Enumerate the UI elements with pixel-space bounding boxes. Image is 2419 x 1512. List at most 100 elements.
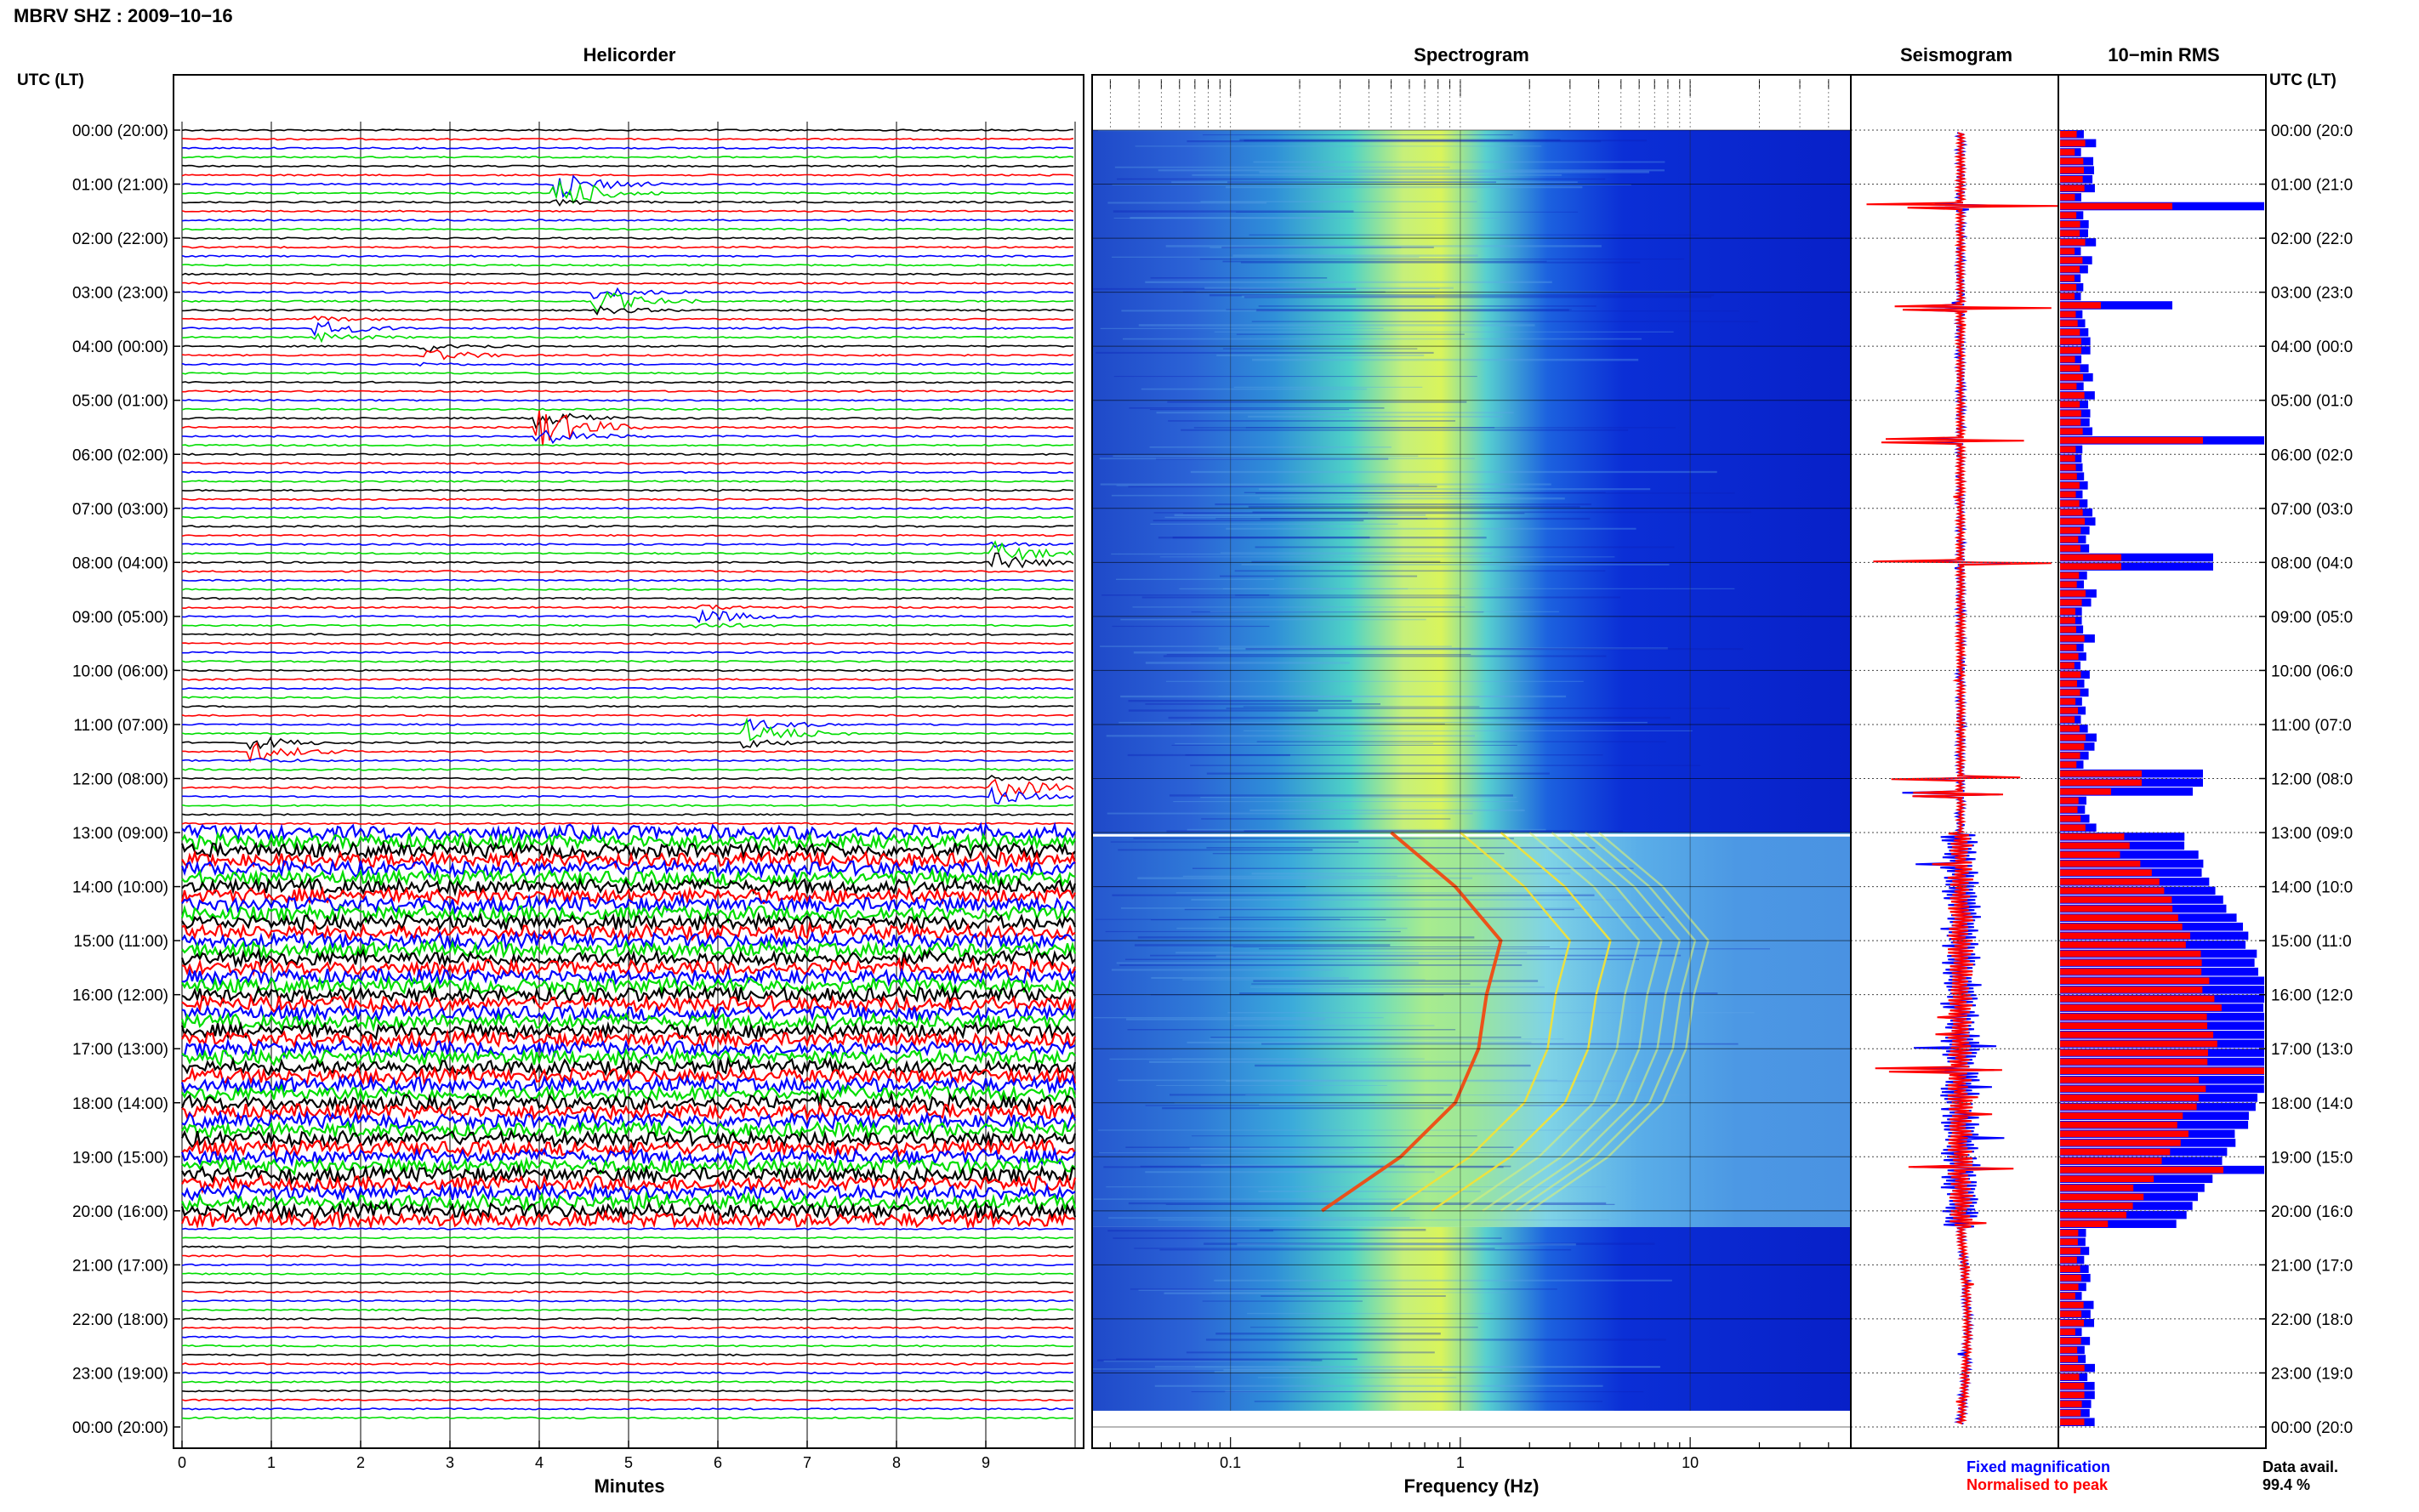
rms-normalised-bar <box>2060 157 2084 165</box>
helicorder-trace <box>181 893 1076 915</box>
helicorder-trace <box>181 552 1074 569</box>
helicorder-xlabel: Minutes <box>594 1475 664 1497</box>
rms-normalised-bar <box>2060 1112 2183 1119</box>
helicorder-trace <box>181 1037 1076 1060</box>
rms-normalised-bar <box>2060 265 2080 273</box>
helicorder-trace <box>181 1299 1074 1303</box>
helicorder-tick-label: 0 <box>178 1454 186 1471</box>
rms-normalised-bar <box>2060 1265 2080 1272</box>
helicorder-tick-label: 6 <box>714 1454 722 1471</box>
rms-title: 10−min RMS <box>2108 44 2219 65</box>
helicorder-trace <box>181 804 1074 807</box>
helicorder-trace <box>181 173 1074 177</box>
rms-normalised-bar <box>2060 806 2078 813</box>
helicorder-tick-label: 4 <box>535 1454 544 1471</box>
rms-normalised-bar <box>2060 689 2080 696</box>
helicorder-trace <box>181 930 1076 952</box>
helicorder-trace <box>181 813 1074 816</box>
rms-normalised-bar <box>2060 482 2080 489</box>
helicorder-trace <box>181 156 1074 159</box>
hour-label-left: 04:00 (00:00) <box>72 338 168 356</box>
station-title: MBRV SHZ : 2009−10−16 <box>14 5 233 26</box>
helicorder-trace <box>180 1011 1076 1032</box>
rms-normalised-bar <box>2060 1004 2222 1011</box>
helicorder-trace <box>181 1326 1074 1330</box>
rms-normalised-bar <box>2060 914 2178 921</box>
rms-normalised-bar <box>2060 734 2086 742</box>
helicorder-trace <box>181 480 1074 483</box>
rms-normalised-bar <box>2060 617 2075 624</box>
spectrogram-tick-label: 10 <box>1682 1454 1699 1471</box>
hour-label-right: 14:00 (10:0 <box>2271 879 2353 897</box>
rms-normalised-bar <box>2060 977 2210 985</box>
rms-normalised-bar <box>2060 1130 2188 1138</box>
rms-normalised-bar <box>2060 1193 2144 1201</box>
helicorder-trace <box>181 1174 1077 1195</box>
helicorder-trace <box>181 578 1074 583</box>
rms-normalised-bar <box>2060 302 2101 309</box>
rms-normalised-bar <box>2060 761 2077 768</box>
hour-label-left: 00:00 (20:00) <box>72 122 168 140</box>
rms-normalised-bar <box>2060 1248 2080 1254</box>
rms-normalised-bar <box>2060 545 2080 552</box>
rms-normalised-bar <box>2060 328 2080 336</box>
rms-normalised-bar <box>2060 788 2111 795</box>
helicorder-trace <box>181 236 1073 240</box>
rms-normalised-bar <box>2060 230 2080 237</box>
rms-normalised-bar <box>2060 310 2076 318</box>
rms-normalised-bar <box>2060 1220 2109 1228</box>
helicorder-trace <box>181 1281 1074 1285</box>
helicorder-trace <box>180 884 1076 907</box>
helicorder-trace <box>181 1236 1074 1240</box>
helicorder-trace <box>180 1128 1077 1151</box>
hour-label-left: 09:00 (05:00) <box>72 609 168 627</box>
data-avail-value: 99.4 % <box>2262 1476 2310 1493</box>
seismogram-normalised-trace <box>1866 132 2058 1425</box>
rms-normalised-bar <box>2060 1148 2171 1156</box>
hour-label-left: 14:00 (10:00) <box>72 879 168 897</box>
rms-fixed-bar <box>2060 850 2199 859</box>
hour-label-left: 02:00 (22:00) <box>72 230 168 248</box>
rms-normalised-bar <box>2060 1094 2199 1101</box>
spectrogram-harmonic-line <box>1482 832 1663 1212</box>
rms-normalised-bar <box>2060 1032 2214 1038</box>
helicorder-trace <box>181 821 1074 826</box>
helicorder-trace <box>180 1208 1076 1231</box>
rms-normalised-bar <box>2060 851 2120 858</box>
helicorder-trace <box>181 604 1074 611</box>
helicorder-trace <box>181 713 1074 718</box>
spectrogram-quiet-band <box>1092 130 1851 833</box>
rms-normalised-bar <box>2060 428 2083 435</box>
helicorder-trace <box>181 1155 1076 1176</box>
helicorder-trace <box>182 1380 1074 1384</box>
rms-normalised-bar <box>2060 1256 2077 1264</box>
spectrogram-harmonic-line <box>1500 832 1682 1212</box>
rms-normalised-bar <box>2060 905 2173 912</box>
rms-normalised-bar <box>2060 518 2086 525</box>
helicorder-tick-label: 7 <box>803 1454 811 1471</box>
helicorder-trace <box>181 850 1077 871</box>
rms-normalised-bar <box>2060 986 2203 993</box>
hour-label-right: 17:00 (13:0 <box>2271 1041 2353 1059</box>
hour-label-right: 21:00 (17:0 <box>2271 1257 2353 1275</box>
rms-normalised-bar <box>2060 410 2081 417</box>
helicorder-trace <box>181 515 1074 520</box>
rms-normalised-bar <box>2060 220 2080 228</box>
rms-normalised-bar <box>2060 653 2079 660</box>
rms-normalised-bar <box>2060 1166 2223 1174</box>
rms-normalised-bar <box>2060 725 2080 732</box>
rms-normalised-bar <box>2060 1238 2078 1246</box>
helicorder-trace <box>180 1191 1077 1212</box>
hour-label-left: 05:00 (01:00) <box>72 393 168 411</box>
rms-normalised-bar <box>2060 950 2201 958</box>
rms-panel <box>2060 130 2264 1426</box>
rms-normalised-bar <box>2060 707 2079 714</box>
hour-label-left: 15:00 (11:00) <box>73 933 168 951</box>
helicorder-trace <box>181 209 1074 213</box>
hour-gridlines <box>174 129 2266 1428</box>
spectrogram-harmonic-line <box>1460 832 1641 1212</box>
rms-normalised-bar <box>2060 662 2075 669</box>
rms-normalised-bar <box>2060 571 2080 579</box>
rms-normalised-bar <box>2060 1364 2085 1372</box>
